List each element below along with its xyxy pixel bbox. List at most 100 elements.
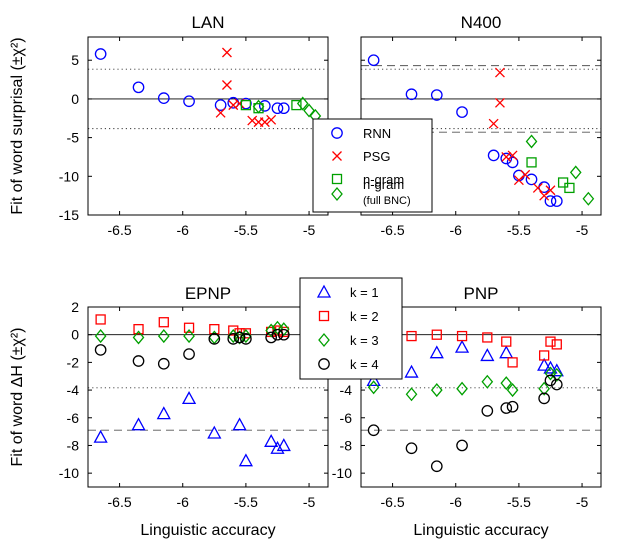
plot-frame xyxy=(360,306,602,488)
data-point xyxy=(500,376,513,391)
data-point xyxy=(430,460,443,473)
data-point xyxy=(405,88,418,101)
data-point xyxy=(240,97,252,110)
data-point xyxy=(506,383,519,398)
legend-marker xyxy=(316,284,332,298)
x-tick-label: -6.5 xyxy=(108,222,132,238)
y-tick-label: 0 xyxy=(71,327,79,343)
data-point xyxy=(456,330,468,342)
data-point xyxy=(405,387,418,402)
legend-k: k = 1 k = 2 k = 3 k = 4 xyxy=(299,277,403,380)
data-point xyxy=(405,442,418,455)
x-tick-label: -5 xyxy=(576,222,589,238)
data-point xyxy=(406,330,417,342)
data-point xyxy=(545,336,556,347)
x-tick-label: -6 xyxy=(450,494,463,510)
data-point xyxy=(404,364,419,378)
data-point xyxy=(482,332,493,343)
data-point xyxy=(366,373,381,387)
data-point xyxy=(367,424,380,437)
data-point xyxy=(183,322,195,333)
data-point xyxy=(494,67,505,78)
y-tick-label: 2 xyxy=(71,299,79,315)
data-point xyxy=(208,332,221,345)
data-point xyxy=(233,330,246,345)
y-tick-label: -6 xyxy=(340,410,353,426)
data-point xyxy=(456,106,468,118)
y-tick-label: 0 xyxy=(71,91,79,107)
data-point xyxy=(550,195,563,207)
data-point xyxy=(157,92,170,104)
data-point xyxy=(507,150,518,161)
legend-marker xyxy=(331,186,343,202)
series-n-gram xyxy=(240,99,302,114)
data-point xyxy=(183,348,195,360)
data-point xyxy=(238,453,253,467)
data-point xyxy=(494,97,505,108)
plot-frame xyxy=(87,36,329,216)
data-point xyxy=(271,328,284,341)
data-point xyxy=(550,367,563,382)
legend-marker xyxy=(332,151,342,161)
data-point xyxy=(551,339,562,350)
series-k-4 xyxy=(94,328,290,370)
data-point xyxy=(500,402,513,414)
data-point xyxy=(456,381,468,396)
data-point xyxy=(265,331,278,344)
y-tick-label: -6 xyxy=(67,410,80,426)
data-point xyxy=(545,185,556,196)
data-point xyxy=(265,323,278,338)
legend-label: k = 4 xyxy=(350,357,379,372)
data-point xyxy=(499,345,514,359)
data-point xyxy=(537,357,552,371)
data-point xyxy=(367,380,380,395)
legend-marker xyxy=(331,127,343,139)
data-point xyxy=(240,99,252,111)
legend-frame xyxy=(312,118,433,213)
data-point xyxy=(157,357,170,370)
data-point xyxy=(291,99,302,111)
data-point xyxy=(500,152,513,165)
data-point xyxy=(501,336,512,347)
data-point xyxy=(133,324,144,335)
data-point xyxy=(156,406,171,420)
data-point xyxy=(215,107,226,118)
legend-frame xyxy=(299,277,403,380)
data-point xyxy=(501,151,512,162)
data-point xyxy=(367,54,380,67)
x-axis-label: Linguistic accuracy xyxy=(413,522,548,539)
x-tick-label: -5 xyxy=(303,494,316,510)
data-point xyxy=(429,345,444,359)
x-tick-label: -6.5 xyxy=(381,494,405,510)
data-point xyxy=(232,417,247,431)
data-point xyxy=(544,374,557,387)
data-point xyxy=(247,115,258,126)
data-point xyxy=(431,329,442,340)
panel-title: N400 xyxy=(461,13,502,32)
data-point xyxy=(488,118,499,129)
data-point xyxy=(93,429,108,443)
y-axis-label: Fit of word surprisal (±χ²) xyxy=(9,37,26,214)
series-psg xyxy=(488,67,556,201)
data-point xyxy=(538,392,551,405)
x-tick-label: -6.5 xyxy=(108,494,132,510)
data-point xyxy=(158,317,169,328)
panel-title: LAN xyxy=(191,13,224,32)
panel-title: EPNP xyxy=(185,284,231,303)
data-point xyxy=(277,102,290,115)
x-tick-label: -5 xyxy=(303,222,316,238)
series-n-gram xyxy=(526,157,575,194)
data-point xyxy=(525,173,538,186)
data-point xyxy=(507,357,518,368)
panel-lan: LAN -6.5 -6 -5.5 -5 -15 -10 -5 0 5 Fit of word sur… xyxy=(9,13,329,238)
plot-frame xyxy=(87,306,329,488)
legend-label: RNN xyxy=(363,126,391,141)
data-point xyxy=(544,195,557,207)
data-point xyxy=(270,440,285,454)
data-point xyxy=(233,331,246,344)
y-tick-label: -8 xyxy=(340,437,353,453)
legend-label: PSG xyxy=(363,149,390,164)
series-k-1 xyxy=(366,339,564,387)
legend-marker xyxy=(318,358,330,370)
